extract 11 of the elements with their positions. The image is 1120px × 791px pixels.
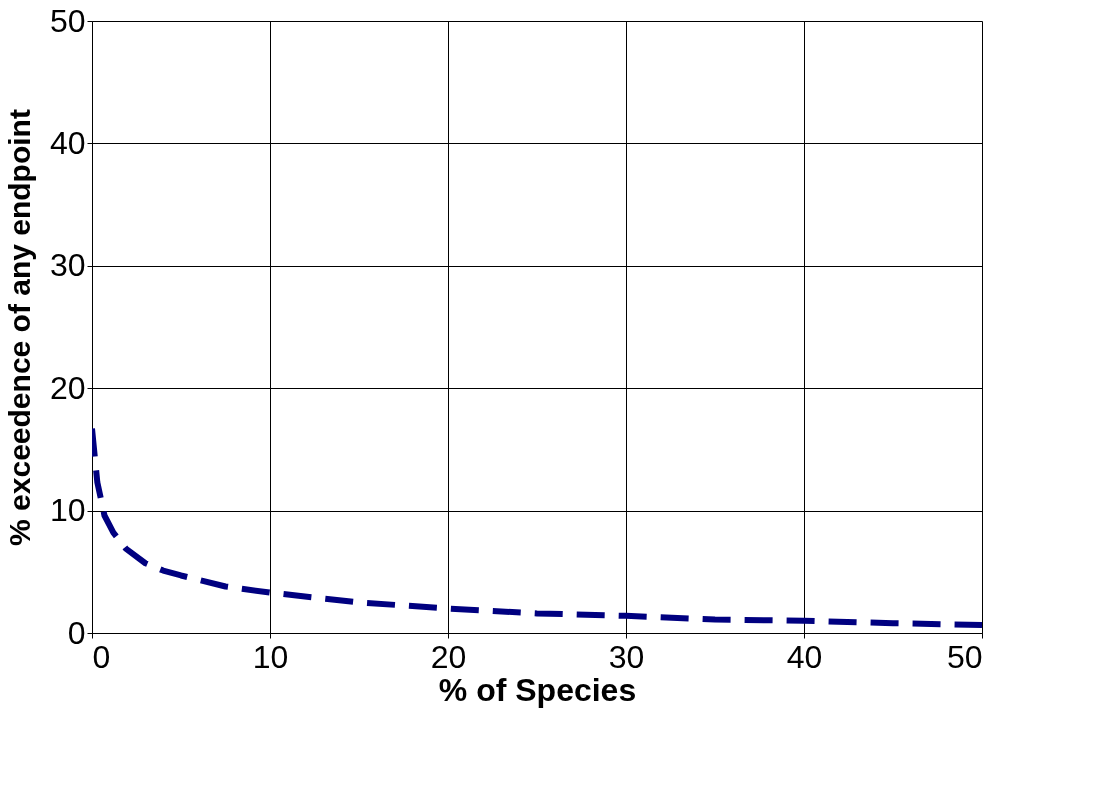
y-tick-label: 40 <box>49 124 86 161</box>
y-tick-label: 30 <box>49 247 86 284</box>
y-tick-label: 10 <box>49 492 86 529</box>
x-tick-label: 40 <box>786 638 823 675</box>
x-tick-label: 10 <box>252 638 289 675</box>
y-axis-title: % exceedence of any endpoint <box>2 109 36 546</box>
y-tick-label: 50 <box>49 2 86 39</box>
x-tick-label: 0 <box>92 638 111 675</box>
y-tick-label: 0 <box>67 614 86 651</box>
x-tick-label: 50 <box>946 638 983 675</box>
y-tick-label: 20 <box>49 369 86 406</box>
